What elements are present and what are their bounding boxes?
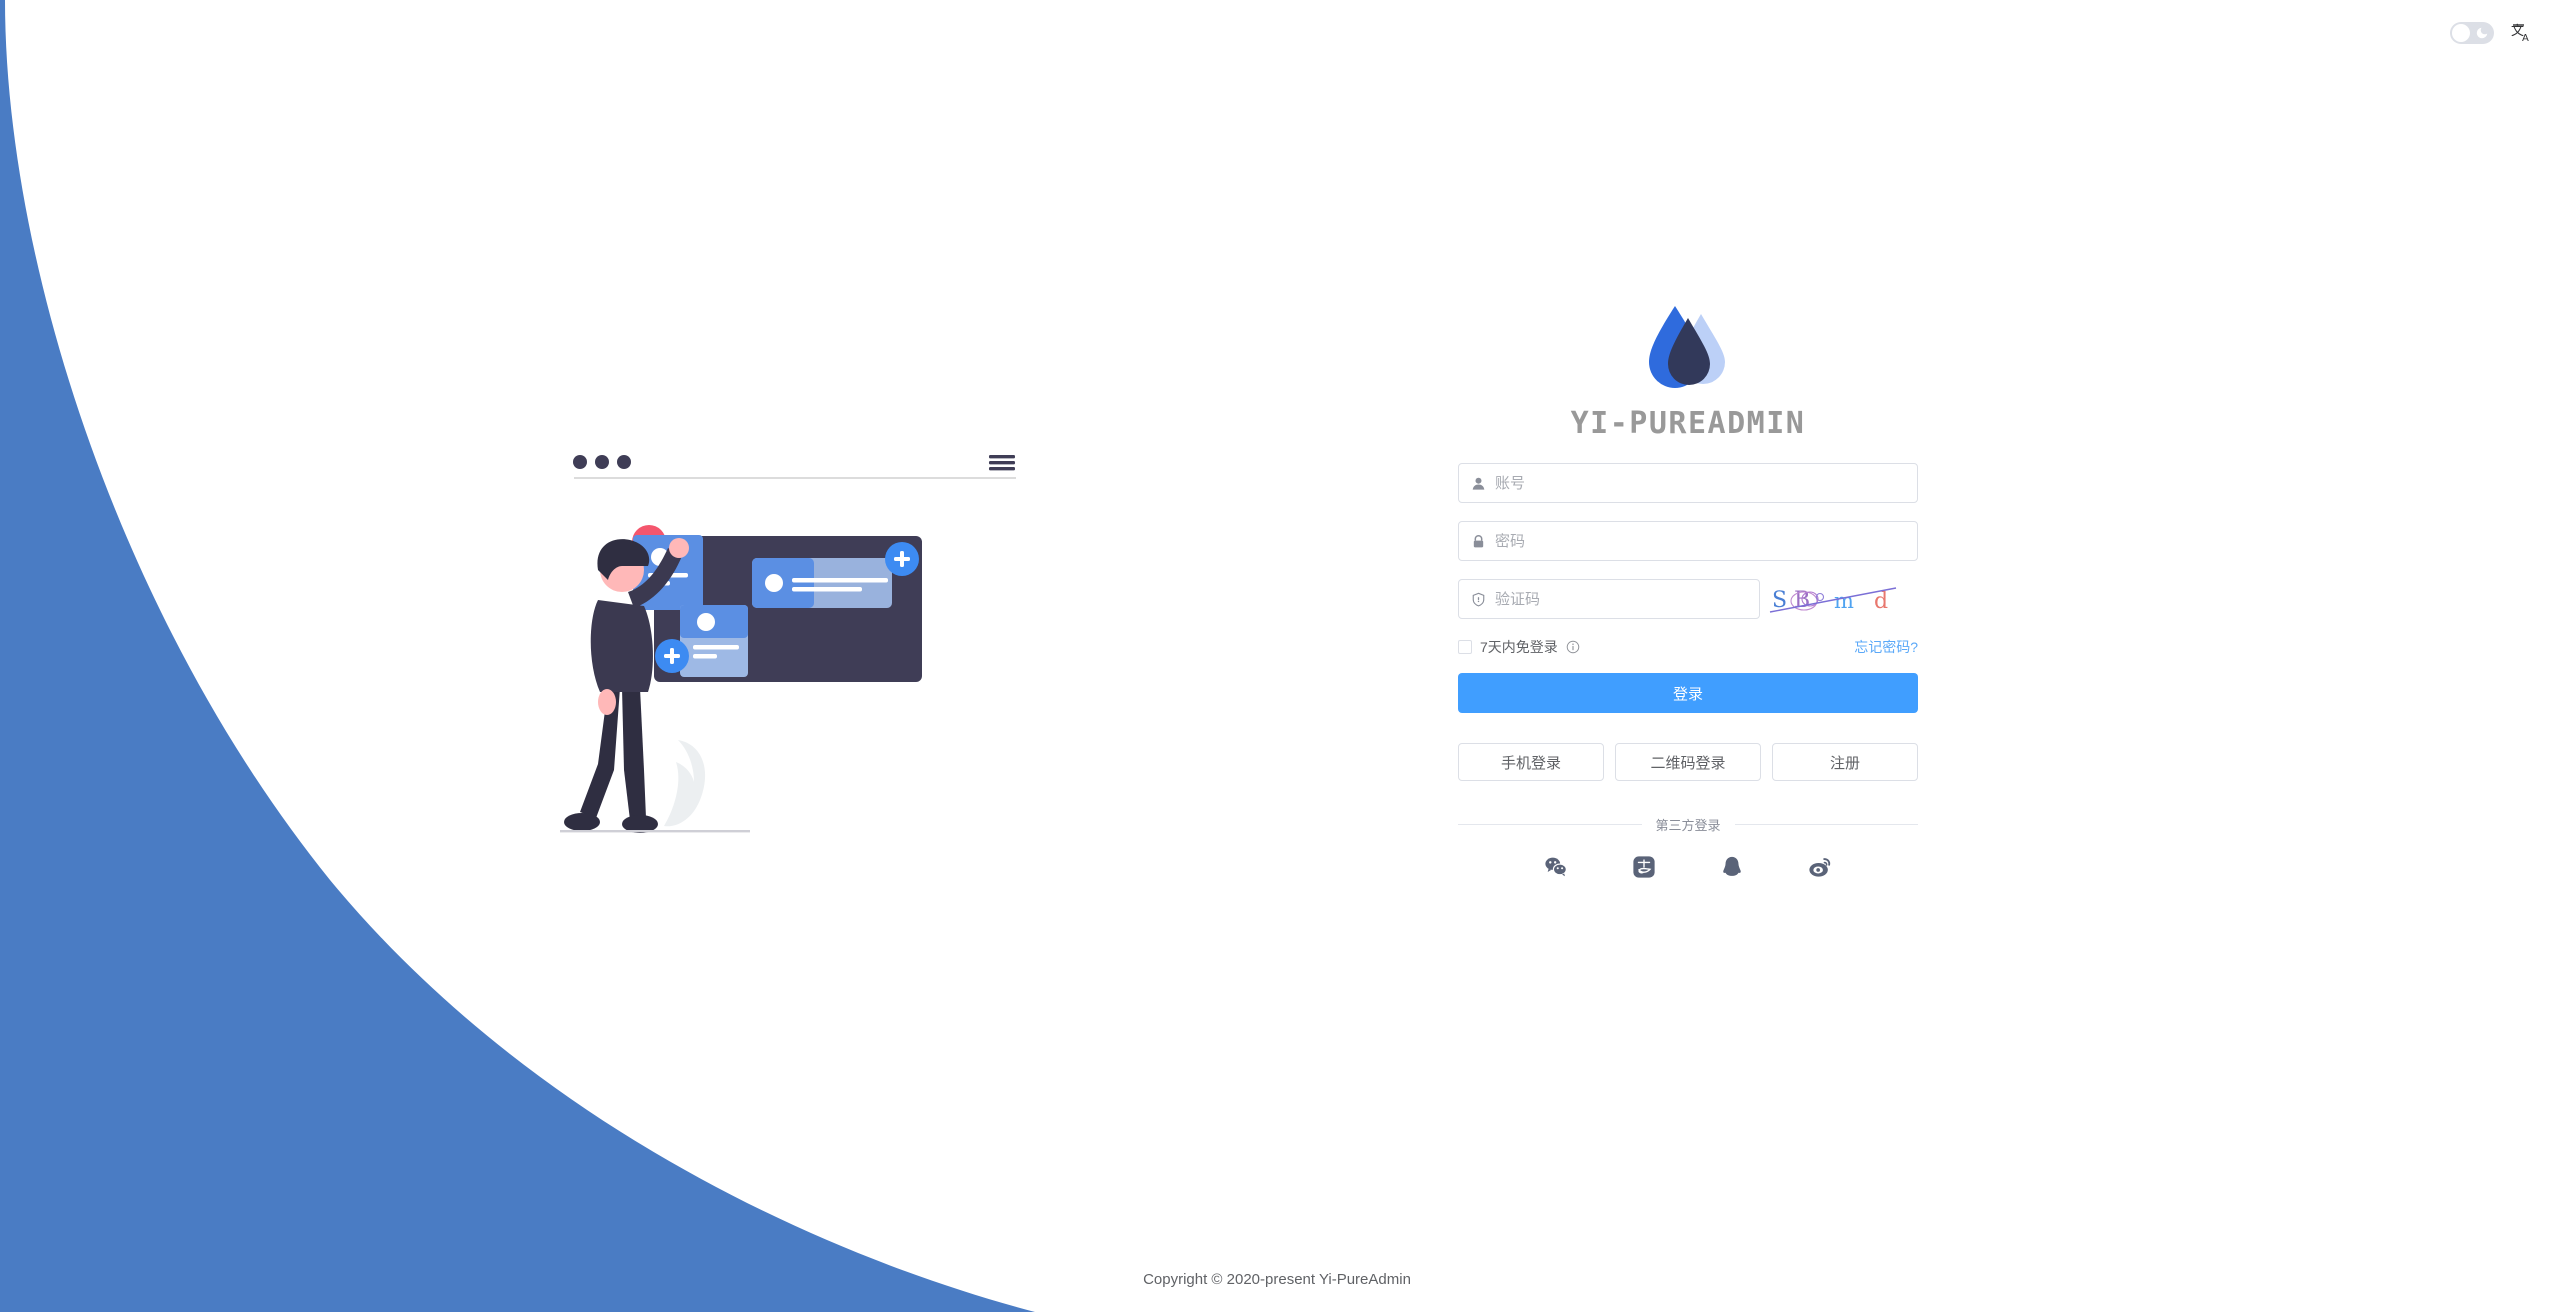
moon-icon xyxy=(2476,27,2488,39)
third-party-icons xyxy=(1458,854,1918,880)
leaf xyxy=(664,740,706,827)
login-illustration xyxy=(560,455,1016,833)
third-party-divider-label: 第三方登录 xyxy=(1655,818,1721,833)
footer-copyright: Copyright © 2020-present Yi-PureAdmin xyxy=(1143,1271,1411,1288)
water-drop-logo xyxy=(1649,306,1725,388)
wechat-icon[interactable] xyxy=(1543,854,1569,880)
ground-line xyxy=(560,830,750,833)
alipay-icon[interactable] xyxy=(1631,854,1657,880)
username-field xyxy=(1458,463,1918,503)
login-options-row: 7天内免登录 忘记密码? xyxy=(1458,637,1918,657)
weibo-icon[interactable] xyxy=(1807,854,1833,880)
remember-me-checkbox[interactable]: 7天内免登录 xyxy=(1458,637,1580,657)
login-button[interactable]: 登录 xyxy=(1458,673,1918,713)
alt-login-buttons: 手机登录 二维码登录 注册 xyxy=(1458,743,1918,781)
hand-lower xyxy=(598,689,616,715)
divider-line-right xyxy=(1734,824,1919,825)
info-circle-icon[interactable] xyxy=(1566,640,1580,654)
translate-icon[interactable]: 文 A xyxy=(2510,20,2536,46)
shoe xyxy=(622,815,658,833)
shoe xyxy=(564,813,600,831)
page-title: YI-PUREADMIN xyxy=(1570,406,1806,441)
svg-text:S: S xyxy=(1772,588,1787,613)
forgot-password-link[interactable]: 忘记密码? xyxy=(1854,639,1918,655)
svg-text:文: 文 xyxy=(2511,24,2524,39)
login-panel: YI-PUREADMIN xyxy=(1458,300,1919,880)
hand xyxy=(669,538,689,558)
hamburger-menu-icon xyxy=(989,455,1015,471)
captcha-input-wrap xyxy=(1458,579,1760,619)
mock-dot xyxy=(573,455,587,469)
toggle-knob xyxy=(2452,24,2470,42)
person-illustration xyxy=(560,538,750,833)
svg-text:A: A xyxy=(2522,33,2529,44)
dark-mode-toggle[interactable] xyxy=(2450,22,2494,44)
register-button[interactable]: 注册 xyxy=(1772,743,1918,781)
qrcode-login-button[interactable]: 二维码登录 xyxy=(1615,743,1761,781)
card-right xyxy=(752,542,919,608)
captcha-input[interactable] xyxy=(1458,579,1760,619)
checkbox-box[interactable] xyxy=(1458,640,1472,654)
qq-icon[interactable] xyxy=(1719,854,1745,880)
username-input[interactable] xyxy=(1458,463,1918,503)
captcha-field: S B m d xyxy=(1458,579,1918,619)
mock-divider xyxy=(574,477,1016,479)
phone-login-button[interactable]: 手机登录 xyxy=(1458,743,1604,781)
card-bottom xyxy=(655,605,748,677)
topbar-controls: 文 A xyxy=(2450,20,2536,46)
captcha-image[interactable]: S B m d xyxy=(1768,579,1918,619)
svg-text:m: m xyxy=(1834,589,1854,613)
mock-dot xyxy=(595,455,609,469)
third-party-divider: 第三方登录 xyxy=(1458,815,1919,834)
mock-dot xyxy=(617,455,631,469)
remember-me-label: 7天内免登录 xyxy=(1480,639,1558,655)
brand-block: YI-PUREADMIN xyxy=(1458,300,1918,441)
password-field xyxy=(1458,521,1918,561)
svg-text:d: d xyxy=(1874,589,1888,614)
password-input[interactable] xyxy=(1458,521,1918,561)
divider-line-left xyxy=(1458,824,1642,825)
